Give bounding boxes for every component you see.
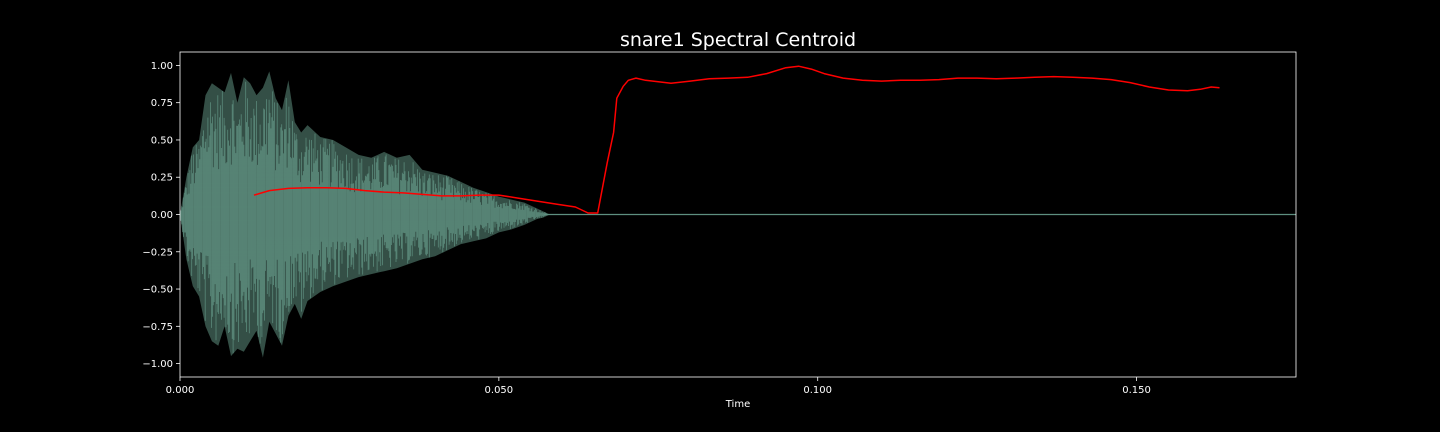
waveform-signal xyxy=(180,81,550,354)
y-tick-label: −1.00 xyxy=(142,359,173,370)
y-tick-label: 0.75 xyxy=(151,98,173,109)
y-tick-label: −0.50 xyxy=(142,285,173,296)
spectral-centroid-line xyxy=(253,65,1220,214)
chart-title: snare1 Spectral Centroid xyxy=(620,29,856,51)
x-tick-label: 0.100 xyxy=(803,385,832,396)
y-tick-label: 0.50 xyxy=(151,135,173,146)
x-axis-label: Time xyxy=(725,399,750,410)
y-tick-label: 0.00 xyxy=(151,210,173,221)
plot-area xyxy=(180,65,1296,358)
x-axis-ticks: 0.000 0.050 0.100 0.150 xyxy=(166,377,1151,396)
y-tick-label: −0.25 xyxy=(142,247,173,258)
x-tick-label: 0.050 xyxy=(485,385,514,396)
x-tick-label: 0.150 xyxy=(1122,385,1151,396)
x-tick-label: 0.000 xyxy=(166,385,195,396)
y-axis-ticks: 1.00 0.75 0.50 0.25 0.00 −0.25 −0.50 −0.75 −1.00 xyxy=(142,61,180,370)
y-tick-label: 1.00 xyxy=(151,61,173,72)
y-tick-label: 0.25 xyxy=(151,173,173,184)
y-tick-label: −0.75 xyxy=(142,322,173,333)
